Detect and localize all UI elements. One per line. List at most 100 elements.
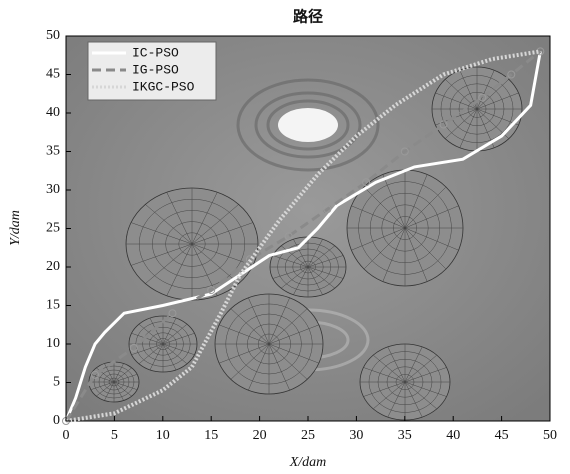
legend-label: IC-PSO	[132, 45, 179, 60]
mesh-spoke	[230, 343, 270, 380]
series-line	[65, 49, 541, 423]
mesh-spoke	[404, 186, 447, 229]
point	[284, 232, 293, 241]
x-tick-label: 35	[398, 428, 412, 443]
mesh-spoke	[307, 245, 336, 268]
mesh-spoke	[149, 318, 164, 345]
y-tick-label: 0	[53, 413, 60, 428]
point	[168, 309, 177, 318]
mesh-spoke	[131, 343, 164, 355]
mesh-spoke	[96, 381, 115, 397]
x-tick-label: 30	[349, 428, 363, 443]
legend-label: IG-PSO	[132, 62, 179, 77]
mesh-spoke	[268, 324, 319, 345]
y-tick-label: 30	[46, 182, 60, 197]
point	[91, 370, 100, 379]
mesh-spoke	[230, 308, 270, 345]
y-tick-label: 40	[46, 105, 60, 120]
y-axis-label: Y/dam	[8, 210, 23, 246]
mesh-spoke	[162, 324, 188, 345]
y-tick-label: 50	[46, 28, 60, 43]
mesh-spoke	[138, 343, 164, 364]
mesh-spoke	[90, 374, 115, 383]
mesh-spoke	[387, 381, 406, 418]
mesh-spoke	[162, 333, 195, 345]
x-tick-label: 40	[446, 428, 460, 443]
mesh-spoke	[130, 243, 193, 266]
mesh-spoke	[280, 266, 309, 289]
mesh-spoke	[404, 174, 428, 229]
mesh-spoke	[272, 255, 309, 268]
mesh-spoke	[373, 381, 406, 410]
mesh-spoke	[382, 174, 406, 229]
y-tick-label: 15	[46, 298, 60, 313]
mesh-spoke	[307, 266, 344, 279]
mesh-spoke	[387, 346, 406, 383]
mesh-spoke	[293, 266, 309, 295]
x-tick-label: 15	[204, 428, 218, 443]
mesh-spoke	[145, 204, 193, 245]
chart-title: 路径	[293, 7, 323, 25]
x-tick-label: 5	[111, 428, 118, 443]
mesh-spoke	[191, 243, 254, 266]
x-tick-label: 25	[301, 428, 315, 443]
mesh-spoke	[138, 324, 164, 345]
point	[362, 178, 371, 187]
y-tick-label: 45	[46, 67, 60, 82]
mesh-spoke	[373, 354, 406, 383]
mesh-spoke	[459, 108, 478, 148]
mesh-spoke	[404, 205, 459, 229]
contour	[236, 78, 380, 172]
mesh-spoke	[113, 363, 124, 383]
mesh-spoke	[130, 222, 193, 245]
mesh-spoke	[272, 266, 309, 279]
x-tick-label: 10	[156, 428, 170, 443]
mesh-spoke	[162, 343, 188, 364]
mesh-spoke	[268, 343, 319, 364]
mesh-spoke	[191, 204, 239, 245]
mesh-spoke	[90, 381, 115, 390]
mesh-spoke	[363, 227, 406, 270]
point	[507, 70, 516, 79]
y-tick-label: 5	[53, 375, 60, 390]
mesh-spoke	[404, 367, 447, 383]
mesh-spoke	[162, 343, 177, 370]
mesh-spoke	[363, 186, 406, 229]
mesh-spoke	[219, 324, 270, 345]
y-tick-label: 10	[46, 336, 60, 351]
mesh-spoke	[404, 381, 447, 397]
legend-label: IKGC-PSO	[132, 79, 195, 94]
x-tick-label: 45	[495, 428, 509, 443]
mesh-spoke	[404, 227, 459, 251]
mesh-spoke	[248, 297, 270, 345]
y-tick-label: 20	[46, 259, 60, 274]
point	[400, 147, 409, 156]
x-tick-label: 0	[63, 428, 70, 443]
mesh-spoke	[404, 381, 437, 410]
mesh-spoke	[476, 79, 509, 110]
point	[207, 286, 216, 295]
mesh-spoke	[404, 346, 423, 383]
mesh-spoke	[280, 245, 309, 268]
mesh-spoke	[307, 239, 323, 268]
mesh-spoke	[351, 227, 406, 251]
mesh-spoke	[113, 381, 124, 401]
surface-decoration	[88, 66, 523, 421]
mesh-spoke	[268, 308, 308, 345]
mesh-spoke	[307, 266, 323, 295]
mesh-spoke	[166, 192, 193, 245]
mesh-spoke	[293, 239, 309, 268]
path-lines	[62, 47, 545, 425]
point	[129, 343, 138, 352]
peak	[278, 108, 338, 142]
mesh-spoke	[191, 243, 239, 284]
mesh-spoke	[445, 108, 478, 139]
mesh-spoke	[248, 343, 270, 391]
y-tick-label: 25	[46, 221, 60, 236]
mesh-spoke	[104, 363, 115, 383]
series-line	[64, 50, 542, 422]
mesh-spoke	[113, 381, 138, 390]
mesh-spoke	[435, 92, 478, 110]
mesh-spoke	[363, 381, 406, 397]
